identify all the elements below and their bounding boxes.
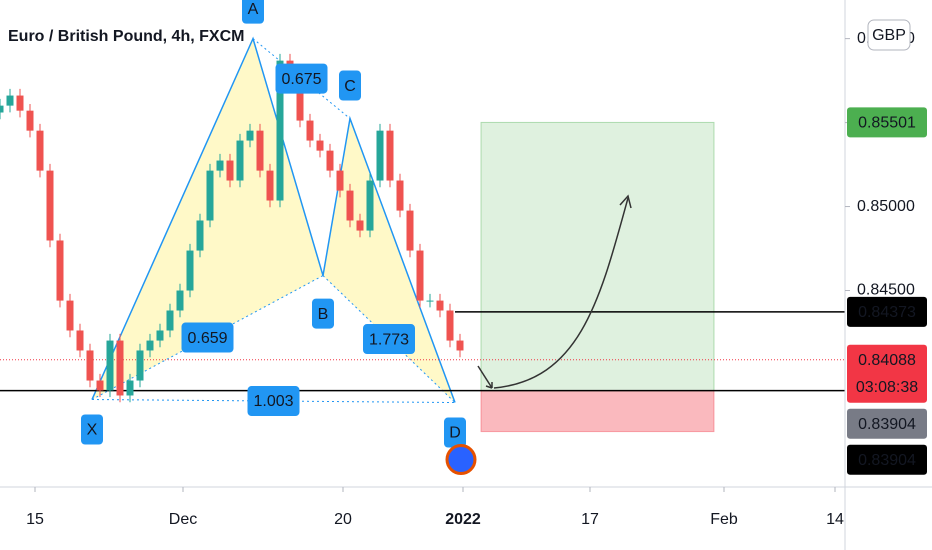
candle-body xyxy=(66,300,74,331)
price-label: 0.84088 xyxy=(858,352,916,369)
point-label: X xyxy=(87,422,98,439)
candle-body xyxy=(106,340,114,391)
point-label: D xyxy=(449,425,461,442)
x-tick-label: 2022 xyxy=(445,511,481,528)
candle-body xyxy=(266,170,274,201)
x-tick-label: Feb xyxy=(710,511,738,528)
price-label-box xyxy=(847,296,927,327)
ratio-label-box xyxy=(275,63,328,94)
y-tick-label: 0.84500 xyxy=(857,282,915,299)
candle-body xyxy=(446,310,454,341)
price-label: 0.83904 xyxy=(858,416,916,433)
ratio-label: 0.675 xyxy=(281,71,321,88)
x-tick-label: Dec xyxy=(169,511,197,528)
candle-body xyxy=(336,170,344,191)
candle-body xyxy=(186,250,194,291)
candle-body xyxy=(46,170,54,241)
x-tick-label: 20 xyxy=(334,511,352,528)
ratio-line xyxy=(252,38,351,119)
candle-body xyxy=(316,140,324,151)
candle-body xyxy=(116,340,124,396)
candle-body xyxy=(356,220,364,231)
price-label-box xyxy=(847,107,927,138)
candle-body xyxy=(176,290,184,311)
price-label: 0.85501 xyxy=(858,115,916,132)
candle-body xyxy=(0,105,4,113)
candle-body xyxy=(206,170,214,221)
point-label-box xyxy=(242,0,264,24)
chart-title: Euro / British Pound, 4h, FXCM xyxy=(8,28,244,45)
stop-zone xyxy=(480,390,715,433)
candle-body xyxy=(136,350,144,381)
candle-body xyxy=(26,110,34,131)
pattern-fill xyxy=(323,118,455,403)
candle-body xyxy=(36,130,44,171)
price-label: 0.84373 xyxy=(858,304,916,321)
candle-body xyxy=(306,120,314,141)
curved-arrow xyxy=(493,197,629,389)
ratio-label-box xyxy=(363,324,415,355)
candle-body xyxy=(166,310,174,331)
candle-body xyxy=(246,130,254,141)
candle-body xyxy=(126,380,134,396)
candle-body xyxy=(396,180,404,211)
candle-body xyxy=(376,130,384,181)
point-label-box xyxy=(81,414,103,445)
candle-body xyxy=(76,330,84,351)
ratio-label-box xyxy=(181,322,234,353)
currency-badge xyxy=(867,19,911,51)
candle-body xyxy=(426,300,434,302)
candle-body xyxy=(216,160,224,171)
point-label-box xyxy=(312,298,334,329)
point-label: B xyxy=(318,306,329,323)
price-label-box xyxy=(847,344,927,403)
candle-body xyxy=(276,60,284,201)
x-tick-label: 17 xyxy=(581,511,599,528)
candle-body xyxy=(196,220,204,251)
candle-body xyxy=(346,190,354,221)
point-label: A xyxy=(248,1,259,18)
x-tick-label: 15 xyxy=(26,511,44,528)
price-label-box xyxy=(847,444,927,475)
candle-body xyxy=(366,180,374,231)
x-tick-label: 14 xyxy=(826,511,844,528)
candle-body xyxy=(146,340,154,351)
point-label-box xyxy=(444,417,466,448)
candle-body xyxy=(436,300,444,311)
price-label: 0.83904 xyxy=(858,452,916,469)
ratio-label: 0.659 xyxy=(187,330,227,347)
candle-body xyxy=(16,95,24,111)
candle-body xyxy=(386,130,394,181)
ratio-label: 1.003 xyxy=(253,393,293,410)
candle-body xyxy=(226,160,234,181)
point-label-box xyxy=(339,70,361,101)
countdown: 03:08:38 xyxy=(856,379,918,396)
candle-body xyxy=(406,210,414,251)
arrow-head xyxy=(619,194,632,209)
candle-body xyxy=(86,350,94,381)
price-label-box xyxy=(847,408,927,439)
event-marker xyxy=(445,444,477,476)
candle-body xyxy=(6,95,14,106)
candle-body xyxy=(96,380,104,391)
candle-body xyxy=(326,150,334,171)
plot: X A B C D 0.675 0.659 1.773 1.003 xyxy=(0,0,845,476)
candle-body xyxy=(256,130,264,171)
y-tick-label: 0.85000 xyxy=(857,198,915,215)
candle-body xyxy=(416,250,424,301)
ratio-label: 1.773 xyxy=(369,331,409,348)
candle-body xyxy=(236,140,244,181)
arrow xyxy=(477,365,493,389)
target-zone xyxy=(480,121,715,392)
candle-body xyxy=(456,340,464,351)
ratio-label-box xyxy=(247,386,300,417)
currency-label: GBP xyxy=(872,27,906,44)
candle-body xyxy=(56,240,64,301)
point-label: C xyxy=(344,78,356,95)
candle-body xyxy=(156,330,164,341)
arrow-head xyxy=(485,382,493,389)
candle-body xyxy=(296,80,304,121)
